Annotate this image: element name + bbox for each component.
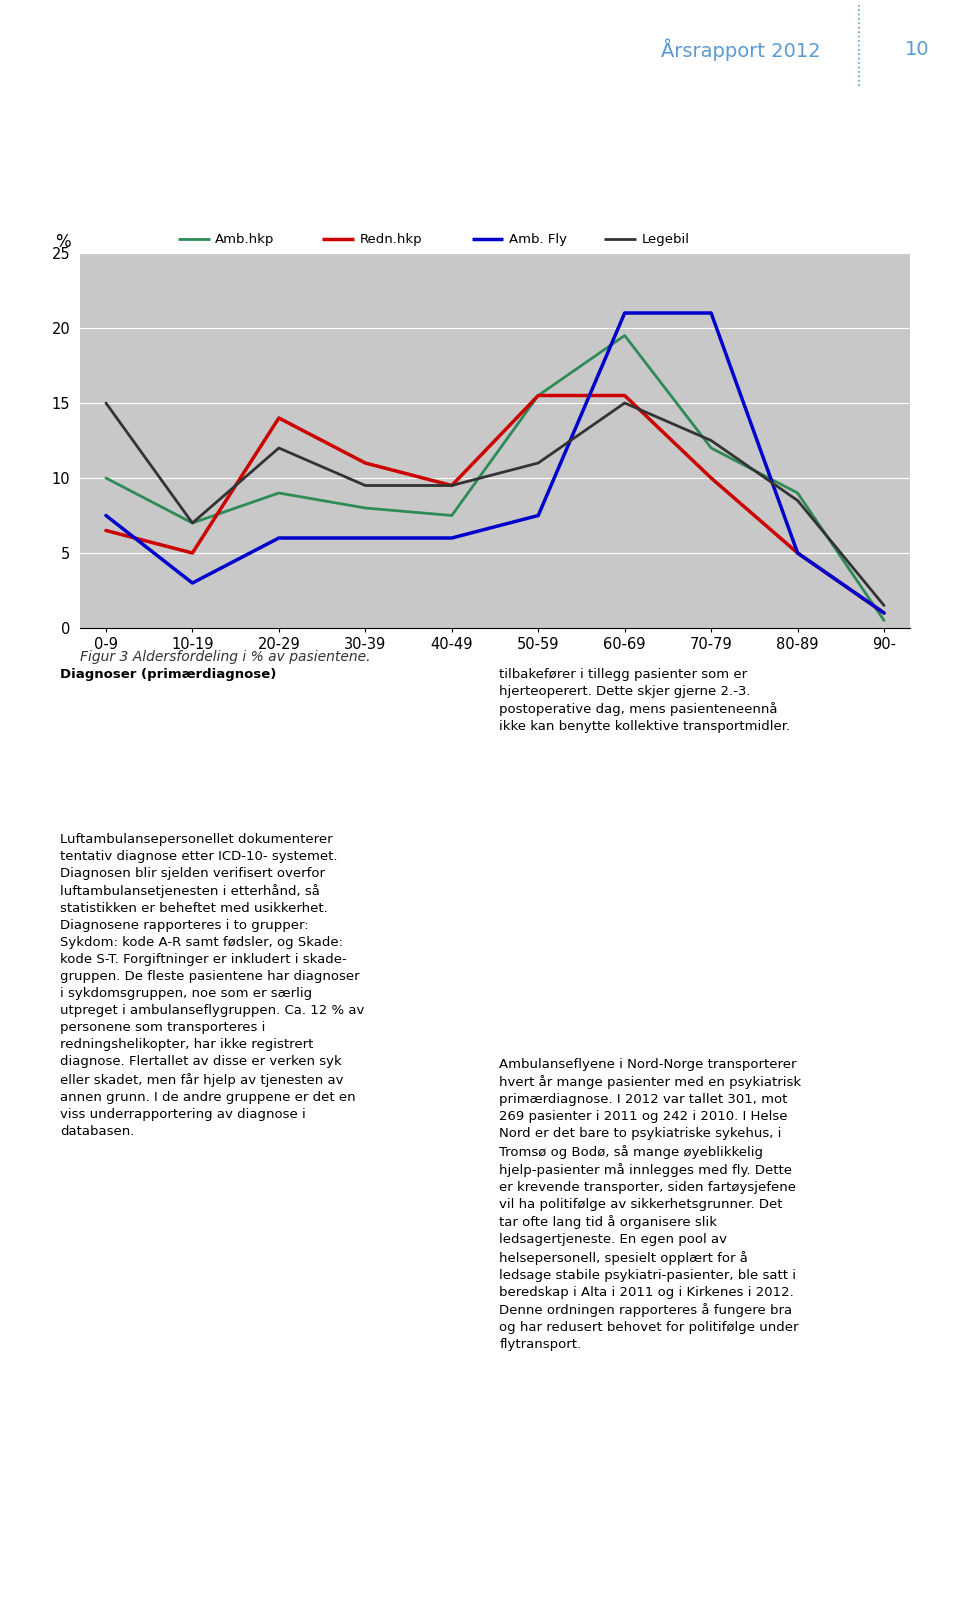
Text: Legebil: Legebil [641,233,689,246]
Text: tilbakefører i tillegg pasienter som er
hjerteoperert. Dette skjer gjerne 2.-3.
: tilbakefører i tillegg pasienter som er … [499,667,790,734]
Text: Amb.hkp: Amb.hkp [215,233,275,246]
Text: 10: 10 [904,40,929,60]
Text: Ambulanseflyene i Nord-Norge transporterer
hvert år mange pasienter med en psyki: Ambulanseflyene i Nord-Norge transporter… [499,1058,802,1351]
Text: Diagnoser (primærdiagnose): Diagnoser (primærdiagnose) [60,667,276,680]
Text: Figur 3 Aldersfordeling i % av pasientene.: Figur 3 Aldersfordeling i % av pasienten… [80,650,371,664]
Text: Amb. Fly: Amb. Fly [509,233,567,246]
Text: Redn.hkp: Redn.hkp [359,233,422,246]
Text: Luftambulansepersonellet dokumenterer
tentativ diagnose etter ICD-10- systemet.
: Luftambulansepersonellet dokumenterer te… [60,832,365,1138]
Text: Årsrapport 2012: Årsrapport 2012 [661,39,821,61]
Text: %: % [55,233,70,250]
